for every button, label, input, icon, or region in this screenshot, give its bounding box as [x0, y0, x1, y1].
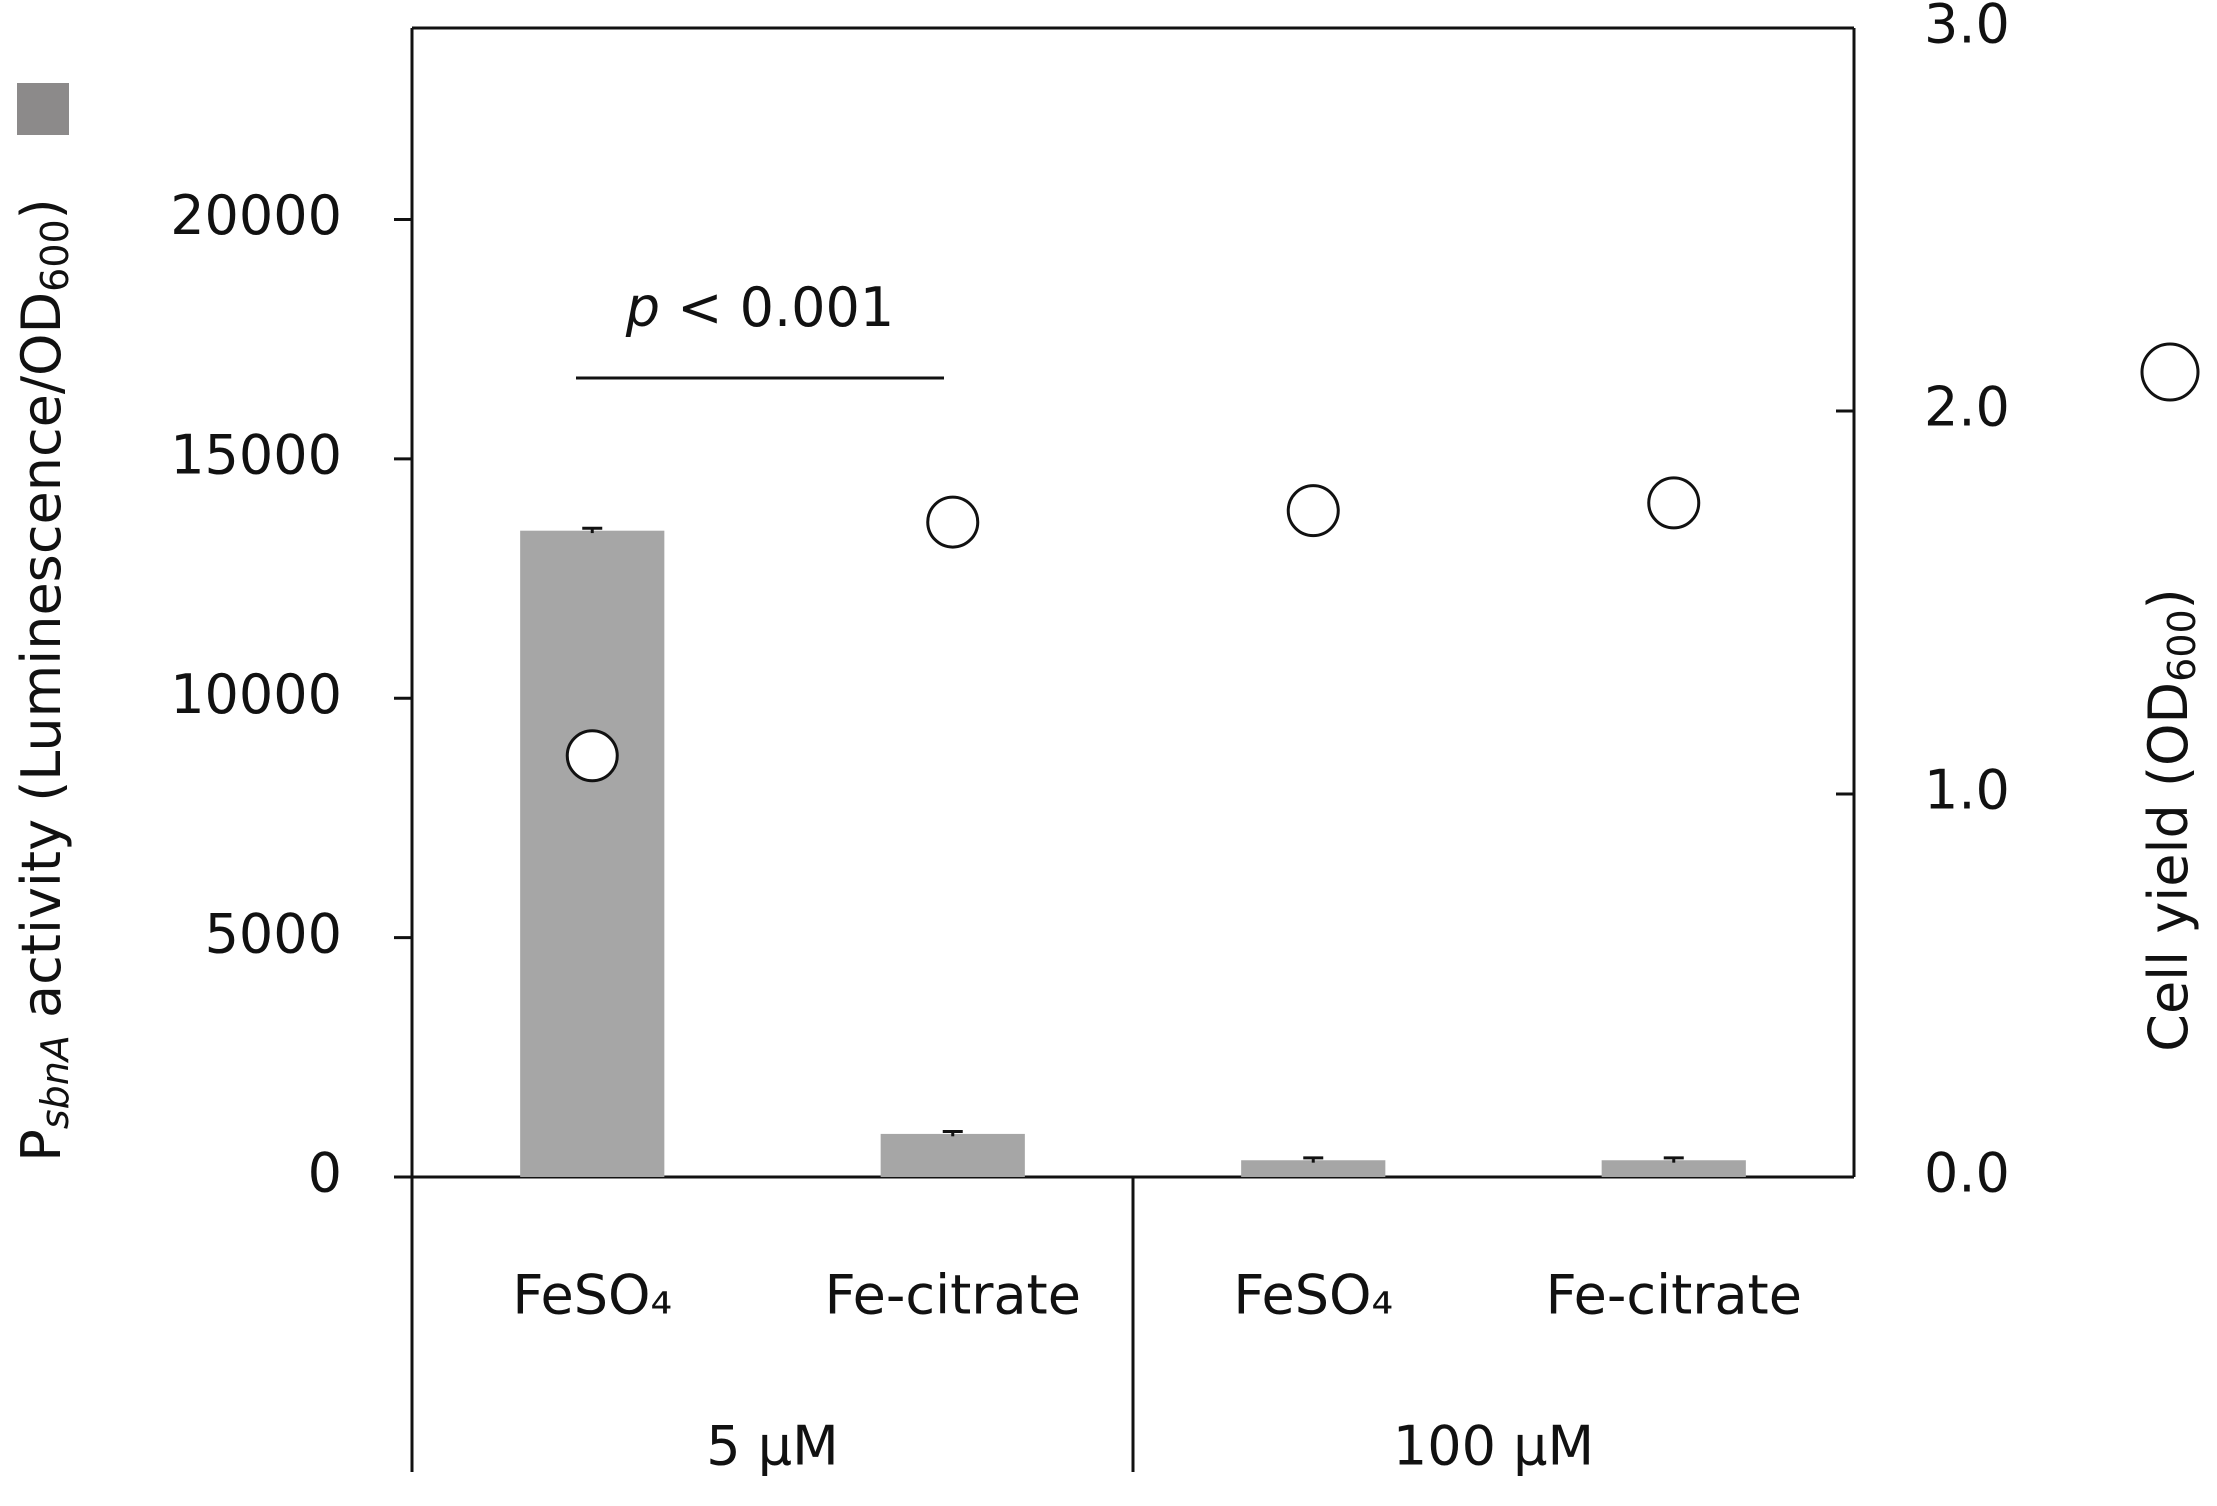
- group-label: 5 µM: [706, 1415, 838, 1478]
- y-tick-label: 10000: [170, 663, 342, 726]
- bar: [520, 530, 665, 1177]
- y2-axis-label: Cell yield (OD600): [2137, 588, 2204, 1052]
- bar: [880, 1133, 1025, 1177]
- x-tick-label: FeSO₄: [1233, 1264, 1393, 1327]
- y2-tick-label: 3.0: [1924, 0, 2010, 56]
- label-part: ): [10, 198, 73, 219]
- y-tick-label: 5000: [205, 902, 342, 965]
- y-tick-label: 0: [308, 1142, 342, 1205]
- point: [1286, 484, 1340, 538]
- group-label: 100 µM: [1393, 1415, 1594, 1478]
- y2-tick-label: 0.0: [1924, 1142, 2010, 1205]
- y2-tick-label: 2.0: [1924, 376, 2010, 439]
- label-sub: 600: [2160, 609, 2204, 682]
- legend-circle-swatch: [2140, 342, 2200, 402]
- annotation-text: < 0.001: [660, 276, 894, 339]
- label-part: activity (Luminescence/OD: [10, 292, 73, 1035]
- label-part: Cell yield (OD: [2137, 682, 2200, 1052]
- x-tick-label: FeSO₄: [512, 1264, 672, 1327]
- label-part: ): [2137, 588, 2200, 609]
- y2-tick-label: 1.0: [1924, 759, 2010, 822]
- label-sub: sbnA: [33, 1035, 77, 1129]
- point: [565, 729, 619, 783]
- label-sub: 600: [33, 219, 77, 292]
- x-tick-label: Fe-citrate: [1546, 1264, 1802, 1327]
- point: [1647, 476, 1701, 530]
- point: [926, 495, 980, 549]
- annotation-p: p: [625, 276, 660, 339]
- legend-bar-swatch: [17, 83, 69, 135]
- bar: [1241, 1160, 1386, 1177]
- label-part: P: [10, 1129, 73, 1162]
- x-tick-label: Fe-citrate: [825, 1264, 1081, 1327]
- y-tick-label: 15000: [170, 424, 342, 487]
- y-axis-label: PsbnA activity (Luminescence/OD600): [10, 198, 77, 1162]
- annotation: p < 0.001: [625, 276, 894, 339]
- bar: [1601, 1160, 1746, 1177]
- y-tick-label: 20000: [170, 184, 342, 247]
